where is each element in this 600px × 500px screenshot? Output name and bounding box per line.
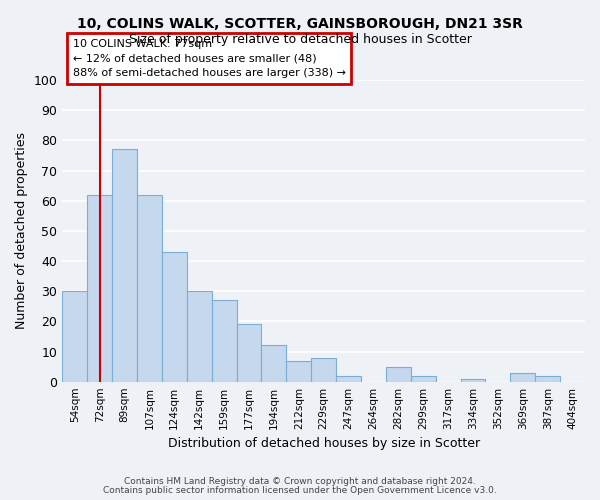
Text: 10 COLINS WALK: 77sqm
← 12% of detached houses are smaller (48)
88% of semi-deta: 10 COLINS WALK: 77sqm ← 12% of detached … (73, 39, 346, 78)
Bar (311, 358, 336, 382)
Bar (411, 376, 436, 382)
Bar (511, 372, 535, 382)
Bar (461, 378, 485, 382)
Text: 10, COLINS WALK, SCOTTER, GAINSBOROUGH, DN21 3SR: 10, COLINS WALK, SCOTTER, GAINSBOROUGH, … (77, 18, 523, 32)
Bar (535, 376, 560, 382)
Text: Contains HM Land Registry data © Crown copyright and database right 2024.: Contains HM Land Registry data © Crown c… (124, 477, 476, 486)
Bar (236, 324, 262, 382)
Bar (336, 376, 361, 382)
Bar (112, 150, 137, 382)
Bar (162, 252, 187, 382)
Bar (62, 291, 87, 382)
Bar (262, 346, 286, 382)
Text: Contains public sector information licensed under the Open Government Licence v3: Contains public sector information licen… (103, 486, 497, 495)
Bar (87, 194, 112, 382)
Text: Size of property relative to detached houses in Scotter: Size of property relative to detached ho… (128, 32, 472, 46)
Bar (212, 300, 236, 382)
X-axis label: Distribution of detached houses by size in Scotter: Distribution of detached houses by size … (167, 437, 480, 450)
Bar (137, 194, 162, 382)
Bar (187, 291, 212, 382)
Bar (286, 360, 311, 382)
Y-axis label: Number of detached properties: Number of detached properties (15, 132, 28, 330)
Bar (386, 366, 411, 382)
